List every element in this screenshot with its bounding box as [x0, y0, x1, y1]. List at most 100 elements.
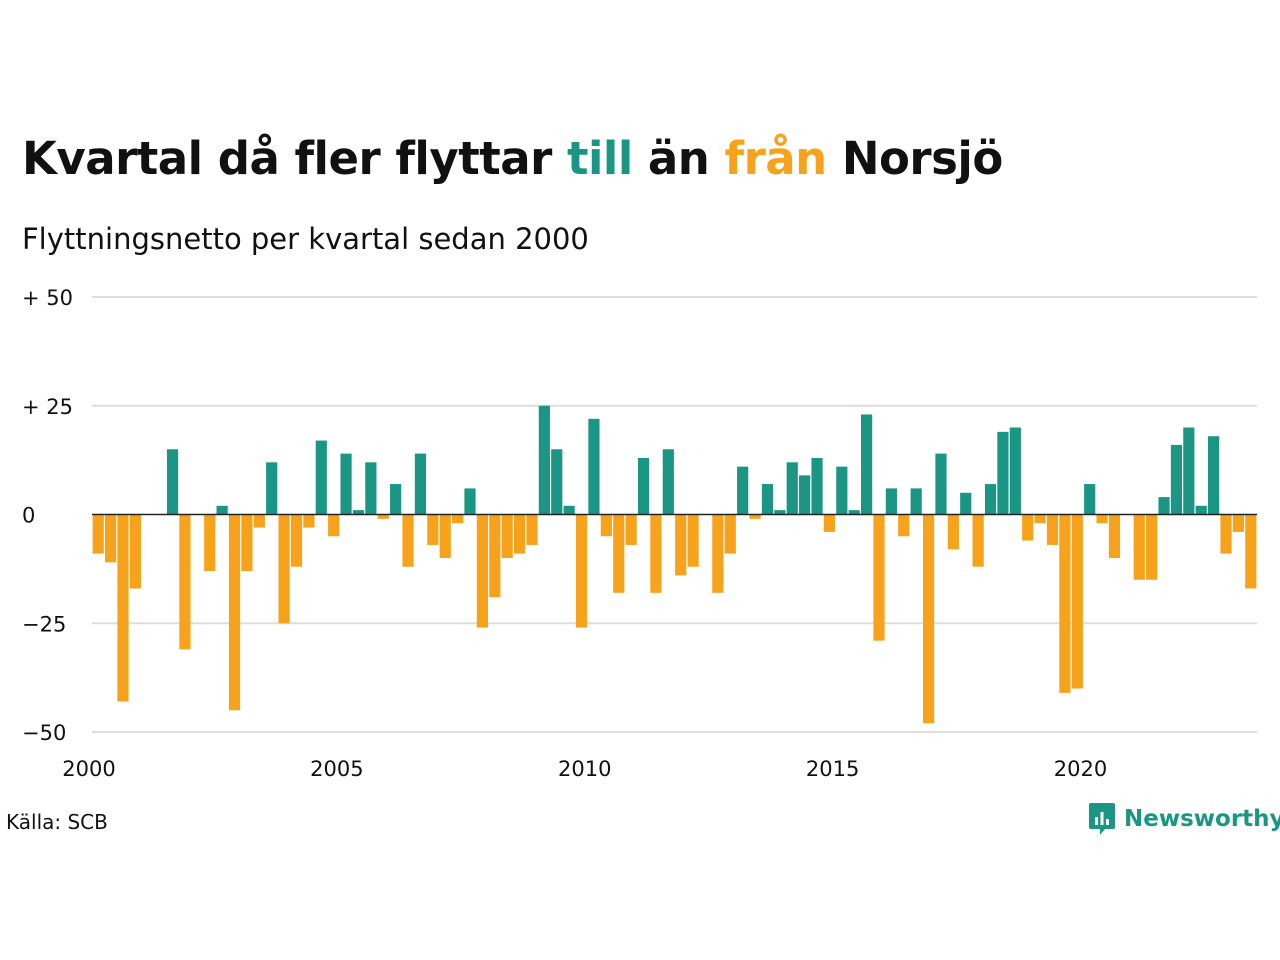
- bar: [1022, 514, 1034, 541]
- chart-title: Kvartal då fler flyttar till än från Nor…: [22, 132, 1003, 185]
- bar: [365, 462, 377, 515]
- bar: [476, 514, 488, 628]
- bars: [92, 405, 1257, 724]
- y-tick-label: −25: [22, 612, 66, 636]
- bar: [848, 510, 860, 515]
- bar: [501, 514, 513, 558]
- bar: [414, 453, 427, 515]
- bar: [625, 514, 637, 545]
- bar: [613, 514, 625, 593]
- bar: [352, 510, 365, 515]
- title-word-till: till: [566, 132, 633, 185]
- bar: [1195, 505, 1207, 515]
- bar: [1208, 436, 1220, 515]
- bar: [526, 514, 538, 545]
- title-text-end: Norsjö: [826, 132, 1003, 185]
- bar: [799, 475, 811, 515]
- title-word-fran: från: [724, 132, 828, 185]
- bar: [179, 514, 191, 650]
- bar: [1245, 514, 1257, 589]
- bar: [749, 514, 761, 519]
- bar: [228, 514, 241, 711]
- bar: [960, 492, 972, 515]
- y-tick-label: + 50: [22, 286, 73, 310]
- bar: [1034, 514, 1046, 524]
- x-tick-label: 2010: [558, 757, 611, 781]
- title-text-start: Kvartal då fler flyttar: [22, 132, 567, 185]
- bar: [1059, 514, 1071, 693]
- bar: [204, 514, 216, 572]
- bar: [786, 462, 798, 515]
- bar: [935, 453, 947, 515]
- brand-name: Newsworthy: [1124, 806, 1280, 832]
- x-tick-label: 2020: [1054, 757, 1107, 781]
- bar: [861, 414, 873, 515]
- bar: [724, 514, 736, 554]
- brand-logo: Newsworthy: [1088, 802, 1280, 836]
- bar: [1232, 514, 1245, 532]
- chart-subtitle: Flyttningsnetto per kvartal sedan 2000: [22, 222, 589, 256]
- bar: [427, 514, 439, 545]
- bar: [315, 440, 327, 515]
- bar: [637, 457, 650, 515]
- bar: [489, 514, 501, 598]
- bar: [1158, 497, 1170, 515]
- bar: [675, 514, 687, 576]
- x-tick-label: 2000: [62, 757, 115, 781]
- bar: [836, 466, 848, 515]
- bar: [377, 514, 389, 519]
- y-axis-ticks: + 50 + 25 0 −25 −50: [22, 286, 73, 745]
- bar: [340, 453, 352, 515]
- bar: [464, 488, 476, 515]
- bar: [687, 514, 699, 567]
- bar: [402, 514, 414, 567]
- x-axis-ticks: 2000 2005 2010 2015 2020: [62, 757, 1107, 781]
- bar: [1133, 514, 1145, 580]
- bar: [452, 514, 464, 524]
- bar: [1220, 514, 1232, 554]
- bar: [216, 505, 228, 515]
- bar: [92, 514, 104, 554]
- bar: [1009, 427, 1021, 515]
- bar: [600, 514, 612, 537]
- bar: [650, 514, 662, 593]
- bar: [1170, 444, 1183, 515]
- bar: [1046, 514, 1059, 545]
- bar: [823, 514, 836, 532]
- bar: [873, 514, 885, 641]
- bar: [885, 488, 897, 515]
- bar: [737, 466, 749, 515]
- bar: [538, 405, 550, 515]
- bar: [563, 505, 575, 515]
- bar: [513, 514, 526, 554]
- bar: [588, 418, 600, 515]
- bar: [328, 514, 340, 537]
- bar: [761, 484, 774, 515]
- x-tick-label: 2015: [806, 757, 859, 781]
- y-tick-label: −50: [22, 721, 66, 745]
- bar: [947, 514, 959, 550]
- bar: [551, 449, 563, 515]
- bar: [575, 514, 588, 628]
- bar: [104, 514, 117, 563]
- bar: [117, 514, 129, 702]
- y-tick-label: 0: [22, 504, 35, 528]
- bar: [439, 514, 451, 558]
- source-label: Källa: SCB: [6, 810, 108, 834]
- bar: [774, 510, 786, 515]
- bar: [1084, 484, 1096, 515]
- bar: [922, 514, 935, 724]
- bar: [390, 484, 402, 515]
- bar: [1146, 514, 1158, 580]
- bar: [1183, 427, 1195, 515]
- bar: [303, 514, 315, 528]
- bar: [1096, 514, 1108, 524]
- bar: [1071, 514, 1083, 689]
- bar: [166, 449, 179, 515]
- bar: [811, 457, 823, 515]
- bar: [278, 514, 290, 624]
- bar: [129, 514, 141, 589]
- bar: [984, 484, 997, 515]
- bar: [712, 514, 724, 593]
